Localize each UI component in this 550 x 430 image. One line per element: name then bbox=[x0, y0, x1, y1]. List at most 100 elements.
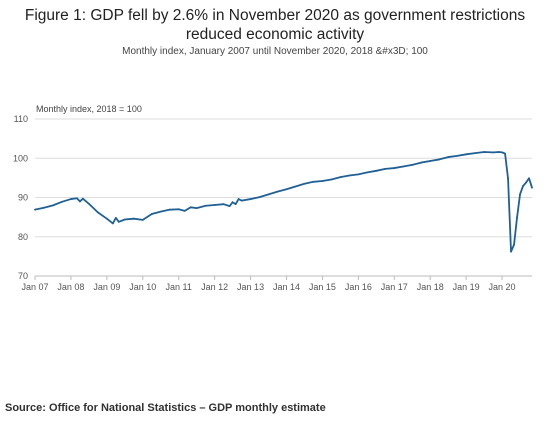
data-point bbox=[375, 169, 378, 172]
data-point bbox=[330, 178, 333, 181]
series-layer bbox=[34, 151, 533, 253]
data-point bbox=[516, 216, 518, 219]
x-tick-label: Jan 13 bbox=[237, 282, 264, 292]
data-point bbox=[528, 177, 530, 180]
chart-subtitle: Monthly index, January 2007 until Novemb… bbox=[122, 46, 428, 57]
data-point bbox=[111, 222, 114, 225]
data-point bbox=[195, 207, 198, 209]
data-point bbox=[294, 185, 297, 188]
x-tick-label: Jan 20 bbox=[489, 282, 516, 292]
chart-title: Figure 1: GDP fell by 2.6% in November 2… bbox=[24, 7, 526, 43]
data-point bbox=[438, 158, 441, 161]
x-tick-label: Jan 11 bbox=[166, 282, 192, 292]
data-point bbox=[357, 173, 360, 176]
data-point bbox=[447, 156, 450, 158]
x-tick-label: Jan 17 bbox=[381, 282, 408, 292]
data-point bbox=[285, 188, 288, 191]
data-point bbox=[228, 205, 231, 208]
data-point bbox=[312, 180, 315, 183]
data-point bbox=[339, 176, 342, 178]
x-tick-label: Jan 19 bbox=[453, 282, 480, 292]
data-point bbox=[61, 200, 63, 203]
y-tick-label: 70 bbox=[18, 271, 28, 281]
x-tick-label: Jan 08 bbox=[57, 282, 84, 292]
data-point bbox=[501, 151, 503, 154]
data-point bbox=[234, 203, 237, 206]
y-tick-label: 80 bbox=[18, 232, 28, 242]
data-point bbox=[522, 185, 524, 188]
gridlines bbox=[35, 118, 532, 238]
data-point bbox=[79, 200, 81, 203]
data-point bbox=[519, 193, 521, 196]
x-tick-label: Jan 18 bbox=[417, 282, 444, 292]
data-point bbox=[483, 151, 485, 153]
data-point bbox=[456, 154, 459, 157]
data-point bbox=[276, 190, 279, 193]
data-point bbox=[123, 218, 126, 221]
x-tick-label: Jan 10 bbox=[129, 282, 156, 292]
data-point bbox=[222, 203, 225, 206]
data-point bbox=[168, 208, 171, 211]
data-point bbox=[105, 217, 108, 220]
y-tick-label: 100 bbox=[13, 153, 28, 163]
data-point bbox=[70, 198, 72, 200]
data-point bbox=[507, 177, 509, 180]
data-point bbox=[52, 204, 54, 207]
x-tick-label: Jan 15 bbox=[309, 282, 336, 292]
data-point bbox=[492, 151, 494, 154]
x-tick-label: Jan 07 bbox=[21, 282, 48, 292]
data-point bbox=[82, 197, 84, 200]
data-point bbox=[159, 210, 162, 213]
x-tick-label: Jan 12 bbox=[201, 282, 228, 292]
data-point bbox=[267, 193, 270, 196]
x-tick-label: Jan 14 bbox=[273, 282, 300, 292]
y-tick-label: 110 bbox=[14, 114, 28, 124]
data-point bbox=[132, 217, 135, 220]
data-point bbox=[249, 198, 252, 200]
data-point bbox=[87, 202, 90, 205]
data-point bbox=[384, 167, 387, 170]
data-point bbox=[321, 180, 324, 182]
data-point bbox=[34, 208, 36, 211]
x-tick-label: Jan 16 bbox=[345, 282, 372, 292]
series-line bbox=[34, 151, 533, 253]
data-point bbox=[513, 243, 515, 246]
data-point bbox=[525, 181, 527, 184]
data-point bbox=[510, 250, 512, 253]
data-point bbox=[531, 186, 533, 189]
data-point bbox=[189, 206, 192, 209]
data-point bbox=[183, 209, 186, 212]
data-point bbox=[43, 206, 45, 209]
data-point bbox=[141, 218, 144, 221]
data-point bbox=[429, 160, 432, 162]
data-point bbox=[348, 174, 351, 177]
data-point bbox=[303, 182, 306, 185]
data-point bbox=[420, 161, 423, 164]
data-point bbox=[96, 211, 99, 214]
data-point bbox=[411, 164, 414, 166]
x-axis-ticks: Jan 07 Jan 08 Jan 09 Jan 10 Jan 11 Jan 12 Jan … bbox=[21, 276, 516, 292]
data-point bbox=[402, 165, 405, 168]
data-point bbox=[237, 198, 240, 200]
y-tick-label: 90 bbox=[18, 193, 28, 203]
data-point bbox=[498, 151, 500, 153]
data-point bbox=[504, 152, 506, 155]
y-axis: 70 80 90 100 110 bbox=[13, 114, 28, 281]
data-point bbox=[117, 220, 120, 223]
y-axis-label: Monthly index, 2018 = 100 bbox=[36, 104, 142, 114]
source-note: Source: Office for National Statistics –… bbox=[5, 402, 326, 414]
x-tick-label: Jan 09 bbox=[93, 282, 120, 292]
data-point bbox=[150, 213, 153, 215]
data-point bbox=[465, 153, 468, 156]
data-point bbox=[366, 171, 369, 174]
data-point bbox=[231, 201, 234, 204]
data-point bbox=[177, 208, 180, 211]
data-point bbox=[76, 197, 78, 200]
data-point bbox=[114, 217, 117, 219]
data-point bbox=[393, 167, 396, 169]
data-point bbox=[474, 152, 477, 155]
data-point bbox=[240, 199, 243, 202]
data-point bbox=[204, 204, 207, 207]
data-point bbox=[213, 204, 216, 206]
